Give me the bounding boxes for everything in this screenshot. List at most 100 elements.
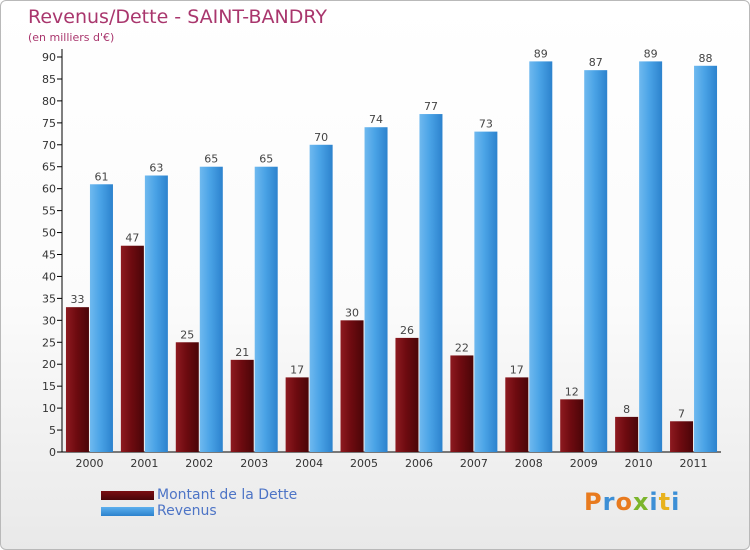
bar-revenus: [89, 184, 113, 452]
logo-letter: o: [615, 488, 633, 516]
chart-subtitle: (en milliers d'€): [28, 31, 115, 44]
y-tick-label: 5: [49, 424, 56, 437]
y-tick-label: 40: [42, 270, 56, 283]
data-label-dette: 47: [125, 232, 139, 245]
bar-revenus: [364, 127, 388, 452]
bar-dette: [175, 342, 199, 452]
data-label-revenus: 74: [369, 113, 383, 126]
y-tick-label: 80: [42, 95, 56, 108]
data-label-revenus: 77: [424, 100, 438, 113]
x-tick-label: 2006: [405, 457, 433, 470]
y-tick-label: 55: [42, 205, 56, 218]
x-tick-label: 2002: [185, 457, 213, 470]
data-label-dette: 17: [510, 363, 524, 376]
data-label-dette: 12: [565, 385, 579, 398]
y-tick-label: 65: [42, 161, 56, 174]
legend: Montant de la Dette Revenus: [101, 487, 297, 519]
y-tick-label: 0: [49, 446, 56, 459]
x-tick-label: 2005: [350, 457, 378, 470]
y-tick-label: 85: [42, 73, 56, 86]
bar-dette: [670, 421, 694, 452]
data-label-dette: 33: [70, 293, 84, 306]
y-tick-label: 30: [42, 314, 56, 327]
data-label-revenus: 70: [314, 131, 328, 144]
bar-dette: [505, 377, 529, 452]
bar-dette: [340, 320, 364, 452]
bar-dette: [120, 245, 144, 452]
bar-revenus: [254, 166, 278, 452]
logo-letter: P: [584, 488, 603, 516]
logo-letter: i: [671, 488, 681, 516]
x-tick-label: 2001: [130, 457, 158, 470]
data-label-revenus: 89: [644, 47, 658, 60]
bar-revenus: [639, 61, 663, 453]
x-tick-label: 2008: [515, 457, 543, 470]
bar-revenus: [529, 61, 553, 453]
data-label-dette: 21: [235, 346, 249, 359]
y-tick-label: 45: [42, 249, 56, 262]
data-label-revenus: 65: [259, 153, 273, 166]
bar-revenus: [144, 175, 168, 452]
logo-letter: r: [602, 488, 616, 516]
x-tick-label: 2010: [625, 457, 653, 470]
y-tick-label: 50: [42, 227, 56, 240]
bar-dette: [615, 416, 639, 452]
bar-chart: 0 5 10 15 20 25 30 35 40 45 50 55 60 65 70 75 80 85 90 200…: [42, 47, 721, 470]
logo-letter: t: [658, 488, 672, 516]
bar-dette: [560, 399, 584, 452]
y-ticks: 0 5 10 15 20 25 30 35 40 45 50 55 60 65 70 75 80 85 90: [42, 51, 62, 459]
x-ticks: 2000 2001 2002 2003 2004 2005 2006 2007 2008 2009…: [75, 457, 707, 470]
bar-revenus: [419, 114, 443, 453]
data-label-revenus: 73: [479, 118, 493, 131]
y-tick-label: 90: [42, 51, 56, 64]
data-label-revenus: 88: [699, 52, 713, 65]
legend-label-revenus: Revenus: [157, 503, 217, 519]
bar-revenus: [199, 166, 223, 452]
data-label-dette: 22: [455, 341, 469, 354]
bars: [65, 61, 718, 453]
legend-item-revenus: Revenus: [101, 503, 297, 519]
data-label-revenus: 61: [94, 170, 108, 183]
legend-label-dette: Montant de la Dette: [157, 487, 298, 503]
y-tick-label: 25: [42, 336, 56, 349]
data-label-revenus: 87: [589, 56, 603, 69]
data-labels: 3361476325652165177030742677227317891287…: [70, 47, 712, 420]
bar-revenus: [474, 131, 498, 452]
logo-letter: i: [649, 488, 659, 516]
bar-dette: [65, 307, 89, 452]
y-tick-label: 10: [42, 402, 56, 415]
legend-item-dette: Montant de la Dette: [101, 487, 297, 503]
x-tick-label: 2007: [460, 457, 488, 470]
x-tick-label: 2003: [240, 457, 268, 470]
y-tick-label: 70: [42, 139, 56, 152]
x-tick-label: 2004: [295, 457, 323, 470]
data-label-revenus: 65: [204, 153, 218, 166]
data-label-dette: 30: [345, 306, 359, 319]
chart-title: Revenus/Dette - SAINT-BANDRY: [28, 6, 327, 28]
data-label-revenus: 89: [534, 47, 548, 60]
data-label-dette: 17: [290, 363, 304, 376]
bar-revenus: [309, 144, 333, 452]
data-label-dette: 8: [623, 403, 630, 416]
legend-swatch-dette: [101, 490, 154, 500]
x-tick-label: 2009: [570, 457, 598, 470]
data-label-dette: 26: [400, 324, 414, 337]
y-tick-label: 60: [42, 183, 56, 196]
data-label-dette: 7: [678, 407, 685, 420]
data-label-revenus: 63: [149, 162, 163, 175]
data-label-dette: 25: [180, 328, 194, 341]
bar-revenus: [584, 70, 608, 453]
y-tick-label: 15: [42, 380, 56, 393]
legend-swatch-revenus: [101, 506, 154, 516]
proxiti-logo: Proxiti: [584, 488, 680, 516]
x-tick-label: 2000: [75, 457, 103, 470]
bar-dette: [285, 377, 309, 452]
bar-dette: [230, 359, 254, 452]
y-tick-label: 20: [42, 358, 56, 371]
logo-letter: x: [632, 488, 650, 516]
y-tick-label: 75: [42, 117, 56, 130]
y-tick-label: 35: [42, 292, 56, 305]
x-tick-label: 2011: [680, 457, 708, 470]
bar-revenus: [694, 65, 718, 453]
